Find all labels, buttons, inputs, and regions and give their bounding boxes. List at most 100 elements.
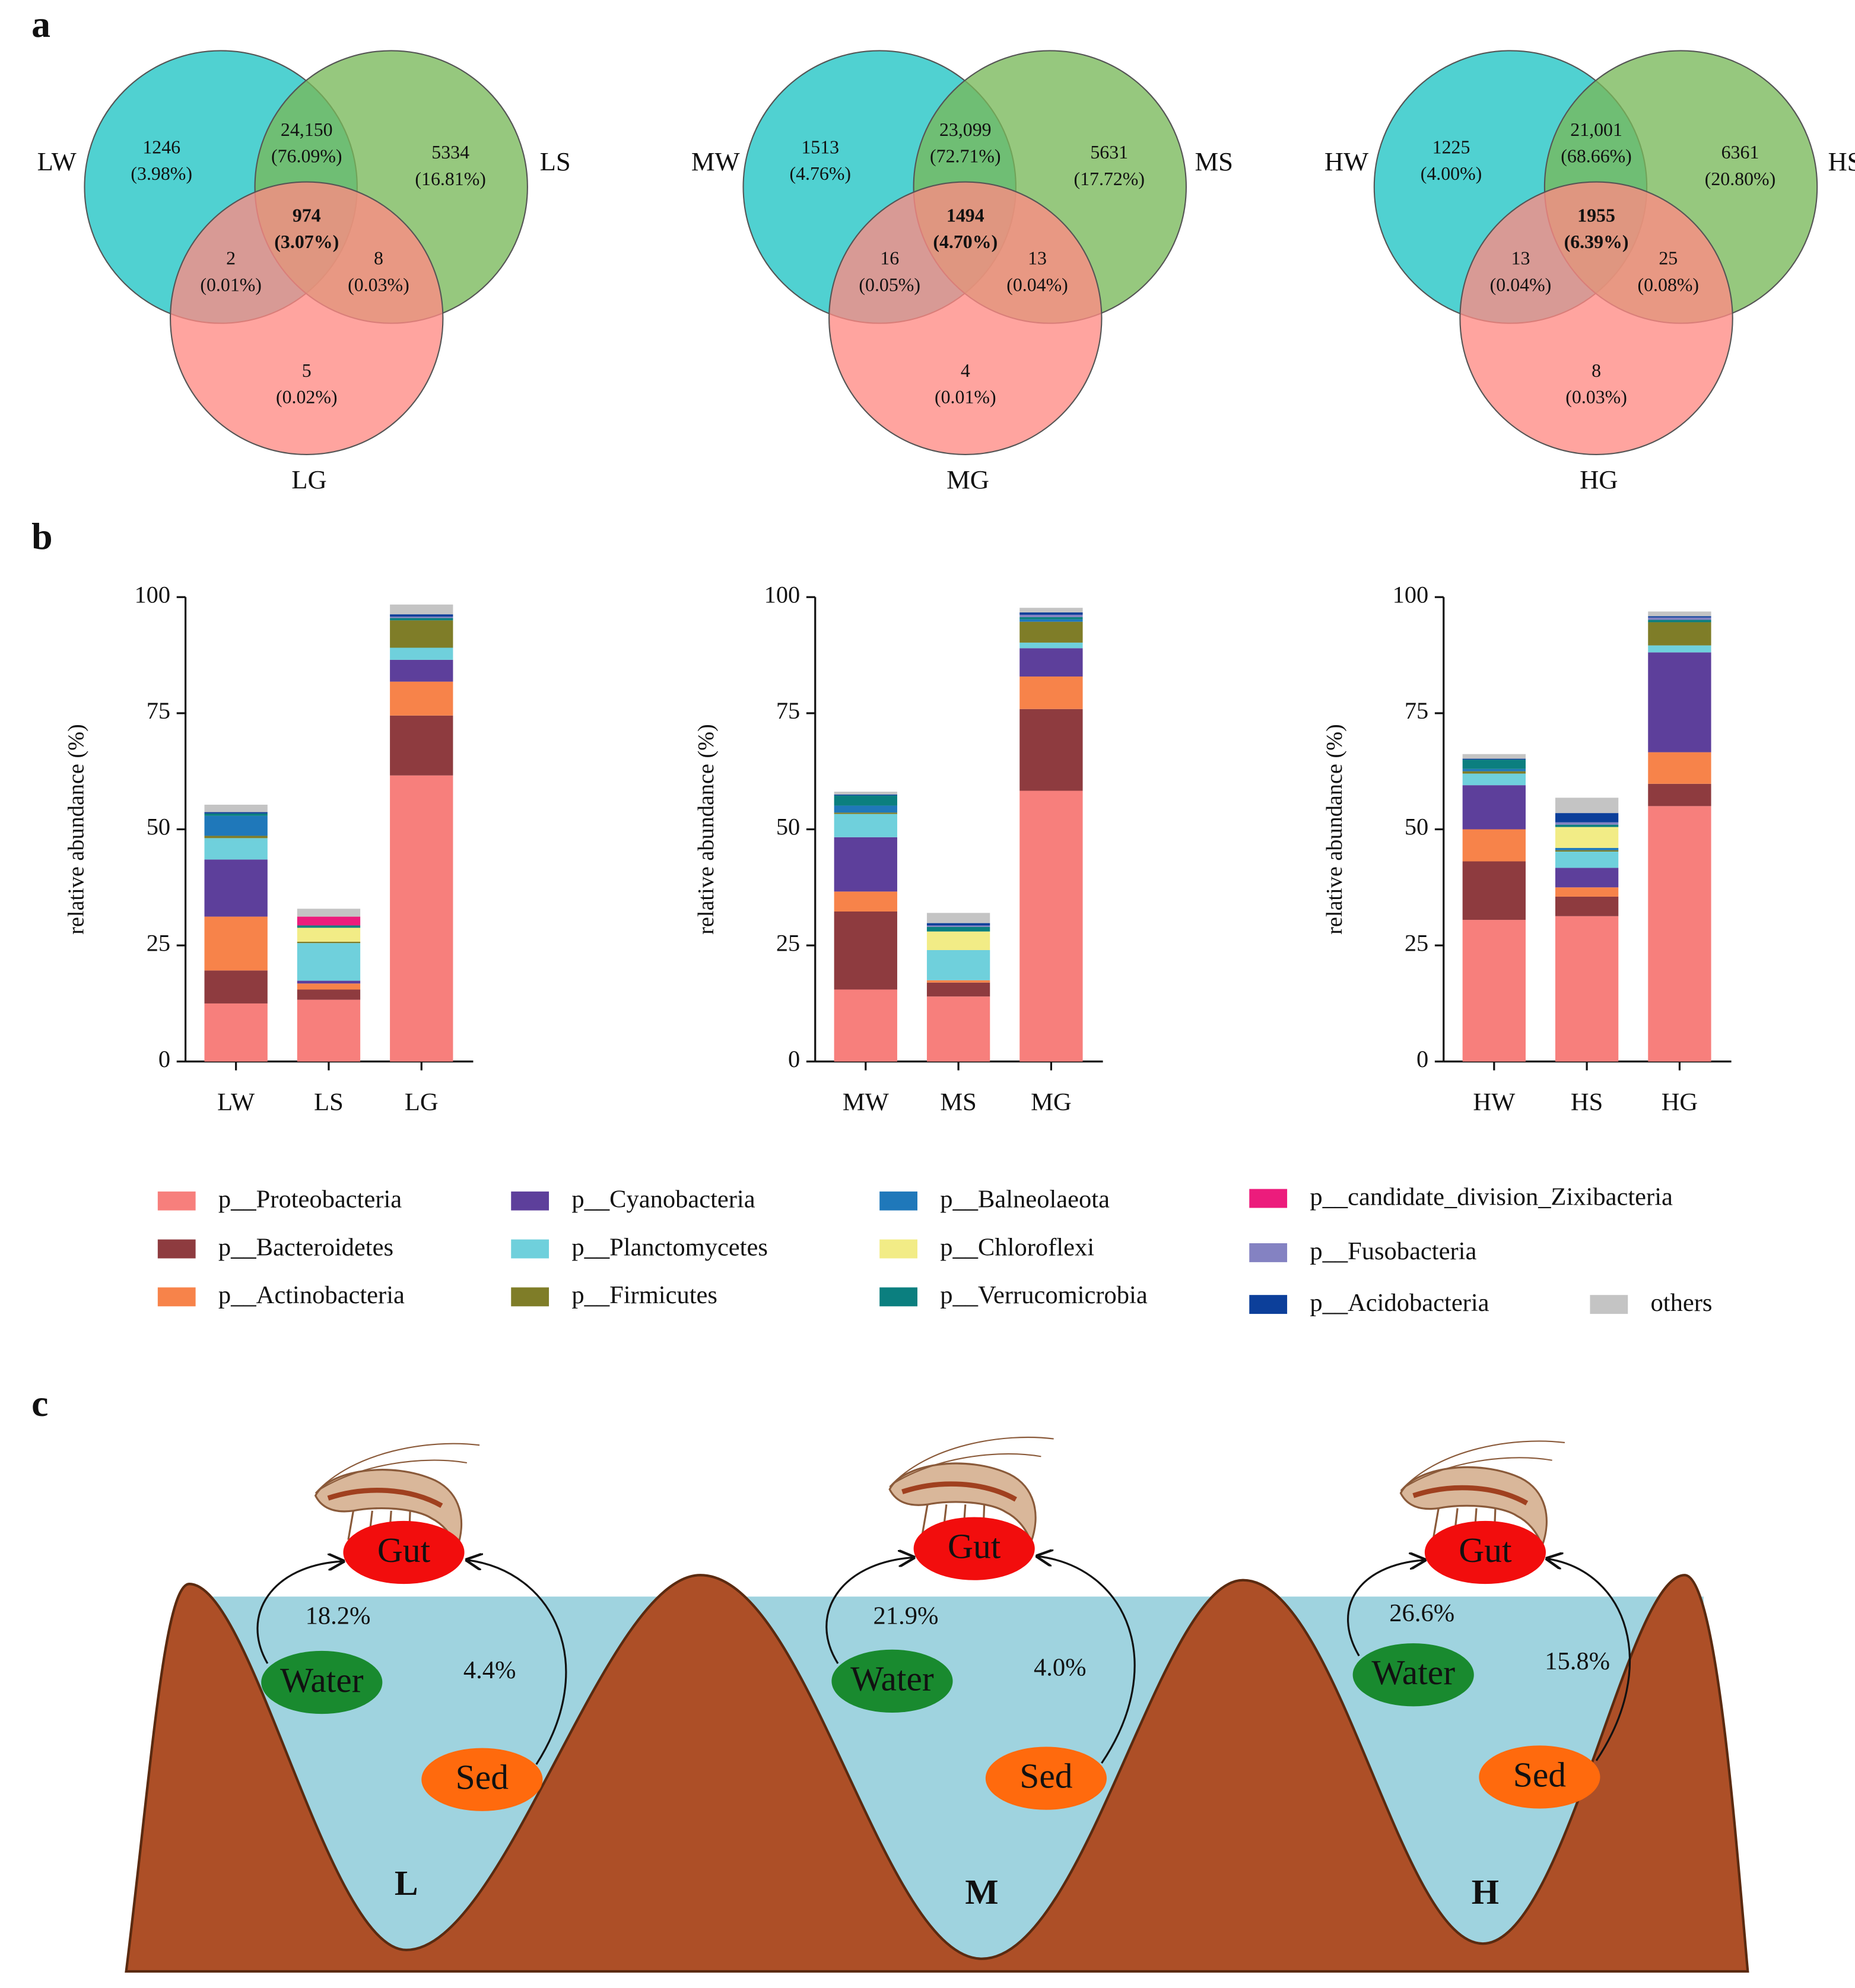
bar-segment xyxy=(390,614,453,617)
panel-label: b xyxy=(31,515,52,557)
bar-segment xyxy=(204,812,268,814)
flow-arrow xyxy=(825,1557,914,1664)
y-tick-label: 100 xyxy=(1393,581,1429,608)
water-gut-percent: 26.6% xyxy=(1389,1599,1454,1627)
region-percent: (0.04%) xyxy=(1490,274,1552,295)
legend-swatch xyxy=(1249,1295,1288,1314)
bar-segment xyxy=(297,925,361,928)
x-tick-label: HG xyxy=(1662,1088,1698,1116)
region-count: 6361 xyxy=(1721,142,1759,163)
region-count: 24,150 xyxy=(281,119,333,140)
bar-segment xyxy=(297,999,361,1062)
legend-swatch xyxy=(511,1191,549,1211)
bar-segment xyxy=(1648,752,1711,784)
bar-segment xyxy=(834,814,897,837)
bar-segment xyxy=(204,838,268,860)
gut-label: Gut xyxy=(1459,1530,1512,1570)
flow-arrow xyxy=(1347,1560,1425,1657)
bar-segment xyxy=(1019,619,1083,622)
bar-segment xyxy=(926,913,990,923)
region-count: 23,099 xyxy=(939,119,992,140)
region-percent: (3.98%) xyxy=(131,163,192,184)
x-tick-label: LG xyxy=(405,1088,439,1116)
y-tick-label: 50 xyxy=(147,814,170,840)
region-percent: (0.03%) xyxy=(348,274,409,295)
legend-label: p__candidate_division_Zixibacteria xyxy=(1310,1183,1673,1211)
bar-segment xyxy=(1019,790,1083,1062)
y-tick-label: 25 xyxy=(776,929,800,956)
region-percent: (20.80%) xyxy=(1705,169,1776,189)
region-count: 21,001 xyxy=(1570,119,1622,140)
venn-set xyxy=(828,181,1103,455)
y-tick-label: 75 xyxy=(147,697,170,724)
region-percent: (6.39%) xyxy=(1564,231,1629,252)
bar-segment xyxy=(1648,620,1711,623)
y-axis-label: relative abundance (%) xyxy=(1322,724,1347,935)
bar-segment xyxy=(1648,616,1711,618)
bar-segment xyxy=(1019,617,1083,620)
legend-label: p__Verrucomicrobia xyxy=(940,1281,1148,1309)
bar-segment xyxy=(1555,916,1619,1062)
bar-segment xyxy=(1019,709,1083,791)
region-percent: (76.09%) xyxy=(271,145,342,166)
legend-label: p__Bacteroidetes xyxy=(218,1233,393,1261)
region-percent: (4.76%) xyxy=(789,163,851,184)
region-percent: (0.01%) xyxy=(935,387,996,408)
legend-swatch xyxy=(1249,1189,1288,1208)
pond-banks xyxy=(125,1574,1749,1973)
bar-segment xyxy=(390,659,453,682)
y-tick-label: 75 xyxy=(776,697,800,724)
bar-segment xyxy=(204,916,268,971)
bar-segment xyxy=(1462,754,1526,759)
region-percent: (0.05%) xyxy=(859,274,920,295)
bar-segment xyxy=(1462,768,1526,771)
region-percent: (0.04%) xyxy=(1006,274,1068,295)
bar-segment xyxy=(390,617,453,618)
bar-segment xyxy=(1648,622,1711,646)
region-count: 25 xyxy=(1659,248,1678,269)
bar-segment xyxy=(1648,645,1711,653)
venn-set xyxy=(1459,181,1733,455)
bar-segment xyxy=(926,931,990,950)
bar-segment xyxy=(390,681,453,716)
water-gut-percent: 21.9% xyxy=(873,1602,939,1630)
region-percent: (4.00%) xyxy=(1421,163,1482,184)
bar-segment xyxy=(926,982,990,997)
bar-segment xyxy=(1555,824,1619,827)
bar-segment xyxy=(1462,773,1526,786)
y-tick-label: 0 xyxy=(1416,1046,1428,1072)
bar-segment xyxy=(926,980,990,983)
bar-segment xyxy=(834,812,897,814)
bar-segment xyxy=(1019,608,1083,613)
legend-label: p__Fusobacteria xyxy=(1310,1237,1476,1265)
bar-segment xyxy=(390,618,453,621)
venn-set xyxy=(170,181,444,455)
sed-gut-percent: 4.0% xyxy=(1034,1654,1087,1682)
legend-swatch xyxy=(511,1239,549,1259)
bar-segment xyxy=(297,983,361,990)
region-count: 13 xyxy=(1511,248,1530,269)
water-node xyxy=(1352,1643,1474,1707)
panel-label: c xyxy=(31,1382,48,1424)
region-count: 2 xyxy=(226,248,236,269)
bar-segment xyxy=(926,925,990,927)
region-count: 1246 xyxy=(142,137,180,158)
legend-swatch xyxy=(157,1239,196,1259)
region-percent: (0.01%) xyxy=(200,274,262,295)
legend-label: p__Acidobacteria xyxy=(1310,1289,1489,1317)
bar-segment xyxy=(926,996,990,1062)
water-label: Water xyxy=(280,1660,364,1700)
set-label: MS xyxy=(1195,147,1233,176)
bar-segment xyxy=(204,1003,268,1062)
bar-segment xyxy=(834,795,897,806)
bar-segment xyxy=(834,792,897,795)
region-count: 5334 xyxy=(431,142,469,163)
bar-segment xyxy=(1019,648,1083,677)
bar-segment xyxy=(297,941,361,944)
x-tick-label: HS xyxy=(1571,1088,1603,1116)
y-tick-label: 100 xyxy=(764,581,801,608)
water-label: Water xyxy=(1371,1653,1455,1692)
water-label: Water xyxy=(850,1659,934,1698)
x-tick-label: LS xyxy=(314,1088,344,1116)
site-label: L xyxy=(395,1863,418,1903)
